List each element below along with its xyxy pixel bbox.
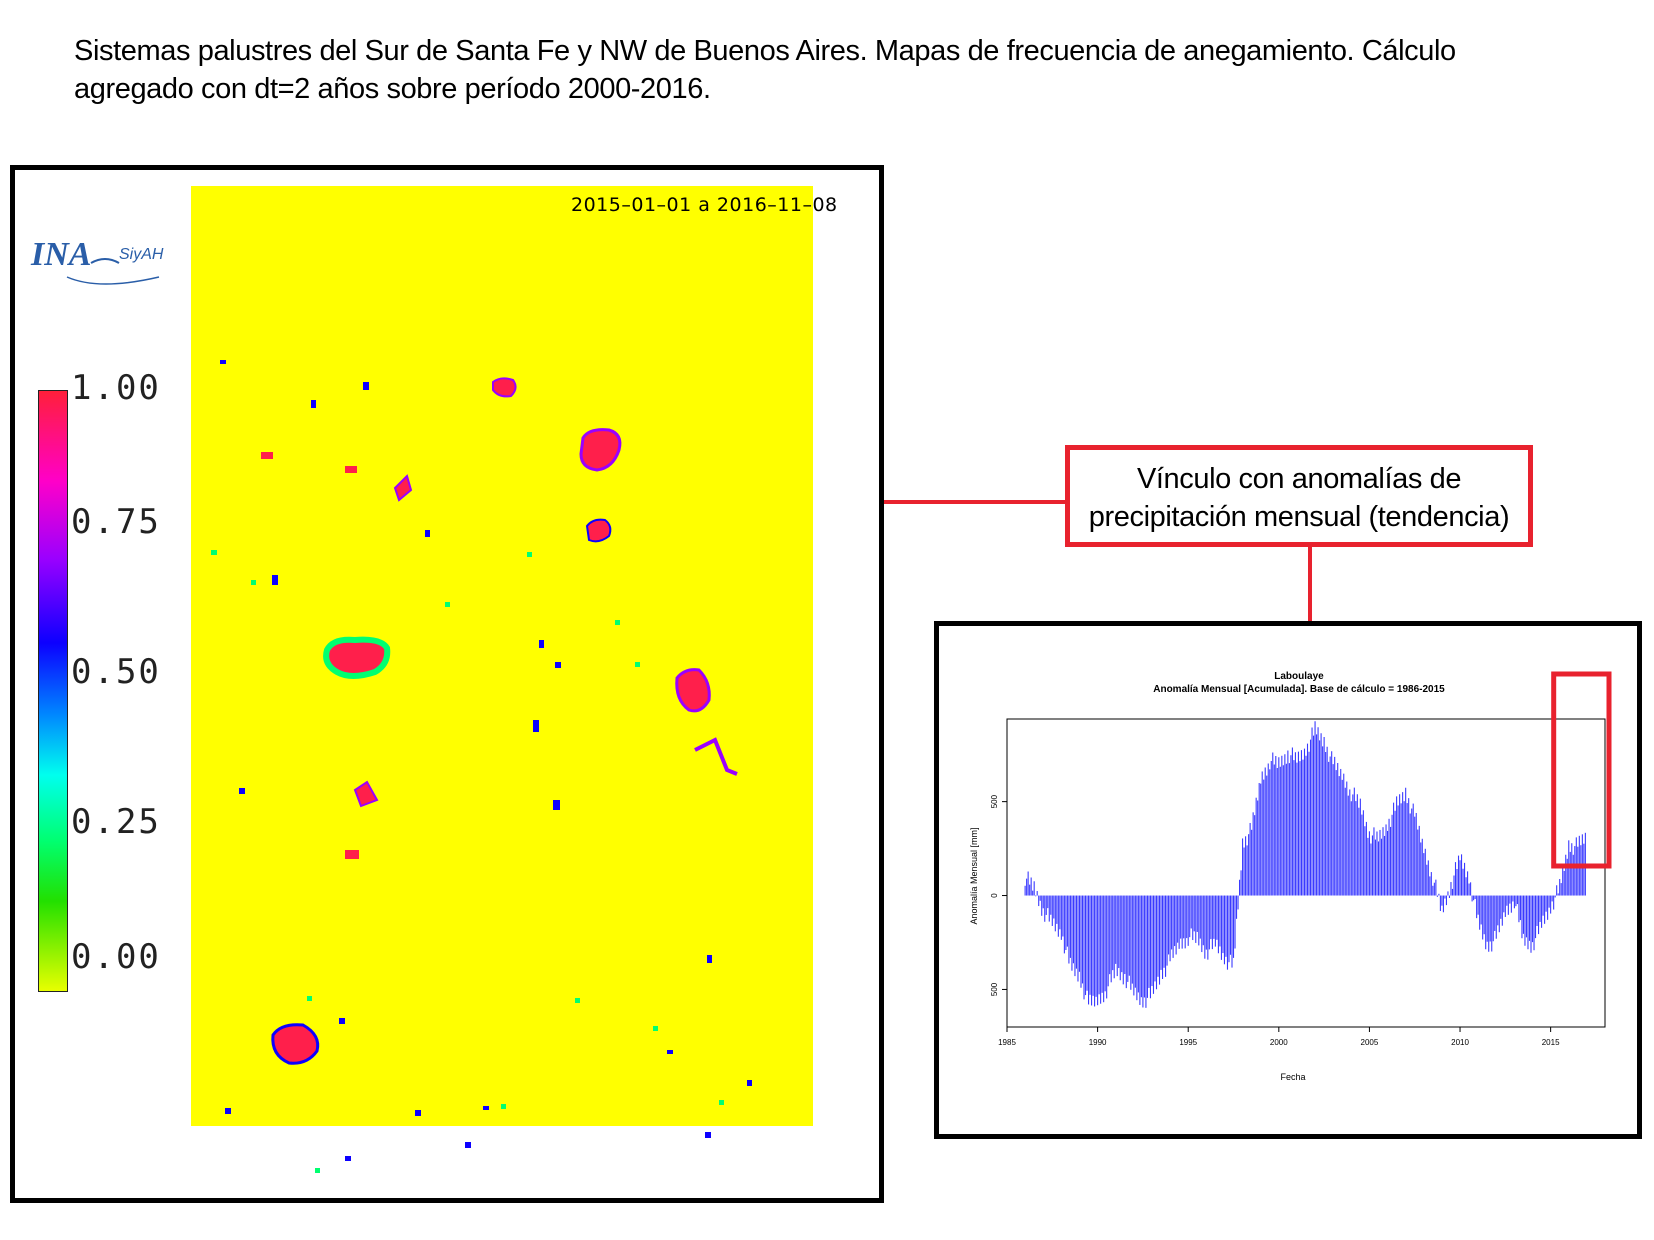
y-axis: 500 0 500 — [990, 794, 1007, 996]
x-tick-label: 2000 — [1270, 1038, 1288, 1047]
callout-box: Vínculo con anomalías de precipitación m… — [1065, 445, 1533, 547]
y-tick-label: 0 — [990, 893, 999, 898]
logo-text: INA — [30, 236, 91, 273]
x-tick-label: 1990 — [1089, 1038, 1107, 1047]
y-tick-label: 500 — [990, 982, 999, 996]
callout-text-line1: Vínculo con anomalías de — [1136, 463, 1462, 495]
small-ponds-green — [211, 550, 724, 1173]
x-tick-label: 2010 — [1451, 1038, 1469, 1047]
colorbar-tick: 1.00 — [71, 368, 161, 408]
x-tick-label: 1995 — [1179, 1038, 1197, 1047]
ina-logo-graphic: INA SiyAH — [30, 236, 164, 285]
precipitation-anomaly-chart: Laboulaye Anomalía Mensual [Acumulada]. … — [969, 671, 1612, 1082]
callout-text-line2: precipitación mensual (tendencia) — [1088, 501, 1510, 533]
colorbar — [38, 390, 68, 992]
map-period-label: 2015–01–01 a 2016–11–08 — [571, 194, 838, 216]
plot-area — [1006, 718, 1606, 1028]
water-bodies — [261, 377, 738, 1065]
colorbar-tick: 0.00 — [71, 937, 161, 977]
connector-line-horizontal — [884, 500, 1065, 504]
flood-frequency-map — [191, 186, 813, 1173]
precipitation-anomaly-chart-panel: Laboulaye Anomalía Mensual [Acumulada]. … — [934, 621, 1642, 1139]
connector-line-vertical — [1308, 547, 1312, 621]
x-tick-label: 2015 — [1542, 1038, 1560, 1047]
colorbar-tick: 0.50 — [71, 652, 161, 692]
chart-bars — [1024, 721, 1586, 1008]
x-axis: 1985 1990 1995 2000 2005 2010 2015 — [998, 1027, 1560, 1047]
ina-logo: INA SiyAH — [29, 225, 179, 295]
logo-subtext: SiyAH — [119, 246, 164, 263]
small-ponds — [220, 360, 752, 1161]
highlight-rectangle — [1551, 671, 1612, 869]
chart-subtitle: Anomalía Mensual [Acumulada]. Base de cá… — [1153, 684, 1445, 695]
y-tick-label: 500 — [990, 794, 999, 808]
y-axis-label: Anomalía Mensual [mm] — [969, 827, 979, 924]
x-axis-label: Fecha — [1280, 1072, 1305, 1082]
colorbar-tick: 0.75 — [71, 502, 161, 542]
colorbar-tick: 0.25 — [71, 802, 161, 842]
x-tick-label: 2005 — [1361, 1038, 1379, 1047]
x-tick-label: 1985 — [998, 1038, 1016, 1047]
flood-frequency-map-panel: INA SiyAH 2015–01–01 a 2016–11–08 1.00 0… — [10, 165, 884, 1203]
map-raster-area — [191, 186, 813, 1126]
chart-title: Laboulaye — [1274, 671, 1324, 682]
page-title: Sistemas palustres del Sur de Santa Fe y… — [74, 35, 1456, 105]
